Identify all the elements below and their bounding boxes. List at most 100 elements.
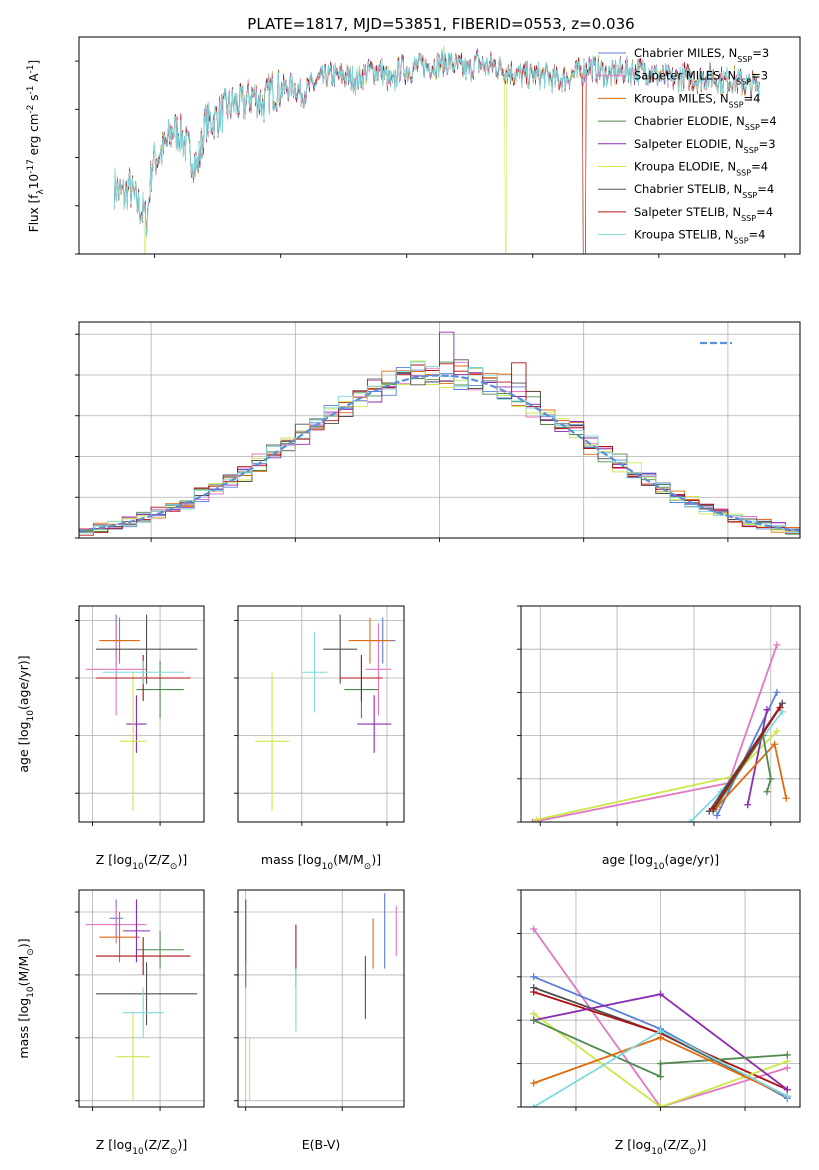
label-part: SSP xyxy=(734,236,749,245)
label-part: ] xyxy=(27,60,41,65)
axes-frame xyxy=(78,36,801,255)
label-part: =4 xyxy=(744,91,761,105)
label-part: (Z/Z xyxy=(144,1137,170,1152)
label-part: (M/M xyxy=(333,852,364,867)
weight-marker-kroupa_miles xyxy=(530,1079,538,1087)
legend-entry: Kroupa ELODIE, NSSP=4 xyxy=(634,160,768,178)
weight-marker-salpeter_elodie xyxy=(763,706,771,714)
label-part: age [log xyxy=(602,852,653,867)
label-part: 10 xyxy=(132,862,144,872)
label-part: (Z/Z xyxy=(663,1137,689,1152)
chart-mass-vs-ebv: E(B-V) xyxy=(234,889,405,1152)
label-part: -17 xyxy=(26,159,36,174)
weight-marker-chabrier_miles xyxy=(713,812,721,820)
weight-marker-salpeter_miles xyxy=(773,641,781,649)
plot-area xyxy=(255,614,396,811)
plot-area xyxy=(530,925,791,1107)
figure-title: PLATE=1817, MJD=53851, FIBERID=0553, z=0… xyxy=(247,15,634,33)
label-part: 10 xyxy=(26,986,36,998)
label-part: ⊙ xyxy=(364,862,372,872)
weight-marker-kroupa_elodie xyxy=(532,816,540,822)
weight-marker-salpeter_miles xyxy=(529,818,537,822)
label-part: =4 xyxy=(756,205,773,219)
weight-marker-kroupa_elodie xyxy=(657,1103,664,1107)
axes-frame xyxy=(237,889,405,1108)
legend-entry: Salpeter STELIB, NSSP=4 xyxy=(634,205,773,223)
label-part: (age/yr)] xyxy=(664,852,719,867)
label-part: 10 xyxy=(132,1147,144,1157)
y-axis-label: Flux [fλ10-17 erg cm-2 s-1 A-1] xyxy=(26,60,46,232)
label-part: SSP xyxy=(742,191,757,200)
label-part: Z [log xyxy=(96,852,132,867)
label-part: =4 xyxy=(760,114,777,128)
legend-entry: Kroupa MILES, NSSP=4 xyxy=(634,91,760,109)
weight-marker-salpeter_elodie xyxy=(744,801,752,809)
label-part: ⊙ xyxy=(26,948,36,956)
plot-area xyxy=(85,899,198,1101)
label-part: )] xyxy=(177,852,187,867)
chart-weight-vs-Z: Z [log10(Z/Z⊙)] xyxy=(517,889,801,1157)
label-part: ⊙ xyxy=(170,1147,178,1157)
plot-area xyxy=(529,641,790,822)
label-part: Kroupa MILES, N xyxy=(634,91,729,105)
x-axis-label: Z [log10(Z/Z⊙)] xyxy=(615,1137,706,1157)
label-part: (age/yr)] xyxy=(16,655,31,710)
label-part: Z [log xyxy=(96,1137,132,1152)
weight-line-chabrier_elodie xyxy=(712,733,772,812)
x-axis-label: Z [log10(Z/Z⊙)] xyxy=(96,852,187,872)
chart-age-vs-Z: Z [log10(Z/Z⊙)]age [log10(age/yr)] xyxy=(16,605,205,872)
label-part: Salpeter ELODIE, N xyxy=(634,137,744,151)
x-axis-label: mass [log10(M/M⊙)] xyxy=(261,852,381,872)
label-part: Salpeter STELIB, N xyxy=(634,205,741,219)
chart-mass-vs-Z: Z [log10(Z/Z⊙)]mass [log10(M/M⊙)] xyxy=(16,889,205,1157)
x-axis-label: Z [log10(Z/Z⊙)] xyxy=(96,1137,187,1157)
label-part: 10 xyxy=(651,1147,663,1157)
label-part: E(B-V) xyxy=(302,1137,341,1152)
label-part: Kroupa ELODIE, N xyxy=(634,160,736,174)
label-part: -2 xyxy=(26,105,36,114)
label-part: =3 xyxy=(752,46,769,60)
x-axis-label: E(B-V) xyxy=(302,1137,341,1152)
chart-age-vs-mass: mass [log10(M/M⊙)] xyxy=(234,605,405,872)
weight-marker-salpeter_elodie xyxy=(657,990,664,998)
plot-area xyxy=(85,614,198,811)
weight-marker-salpeter_elodie xyxy=(783,1086,791,1094)
label-part: 10 xyxy=(26,710,36,722)
weight-line-salpeter_miles xyxy=(532,928,788,1107)
legend-entry: Salpeter MILES, NSSP=3 xyxy=(634,69,768,87)
chart-weight-vs-age: age [log10(age/yr)] xyxy=(517,605,801,872)
axes-frame xyxy=(78,605,205,823)
label-part: mass [log xyxy=(261,852,322,867)
label-part: 10 xyxy=(322,862,334,872)
label-part: =3 xyxy=(751,69,768,83)
weight-marker-chabrier_miles xyxy=(773,688,781,696)
label-part: Flux [f xyxy=(27,194,41,232)
legend-entry: Salpeter ELODIE, NSSP=3 xyxy=(634,137,776,155)
weight-marker-chabrier_elodie xyxy=(767,775,775,783)
weight-marker-kroupa_elodie xyxy=(783,1057,791,1065)
label-part: Kroupa STELIB, N xyxy=(634,228,734,242)
weight-line-salpeter_elodie xyxy=(746,709,768,805)
weight-marker-kroupa_elodie xyxy=(530,1010,538,1018)
weight-marker-chabrier_elodie xyxy=(530,1016,538,1024)
label-part: erg cm xyxy=(27,114,41,160)
label-part: (Z/Z xyxy=(144,852,170,867)
x-axis-label: age [log10(age/yr)] xyxy=(602,852,719,872)
axes-frame xyxy=(78,889,205,1108)
label-part: )] xyxy=(371,852,381,867)
label-part: Z [log xyxy=(615,1137,651,1152)
label-part: Chabrier STELIB, N xyxy=(634,182,742,196)
label-part: SSP xyxy=(736,168,751,177)
weight-marker-kroupa_elodie xyxy=(773,727,781,735)
legend-entry: Kroupa STELIB, NSSP=4 xyxy=(634,228,765,246)
plot-area xyxy=(113,46,760,254)
label-part: )] xyxy=(177,1137,187,1152)
label-part: Chabrier ELODIE, N xyxy=(634,114,745,128)
weight-line-salpeter_stelib xyxy=(712,707,781,810)
label-part: Chabrier MILES, N xyxy=(634,46,737,60)
label-part: SSP xyxy=(736,77,751,86)
weight-marker-salpeter_stelib xyxy=(709,805,717,813)
weight-marker-salpeter_miles xyxy=(530,925,538,933)
